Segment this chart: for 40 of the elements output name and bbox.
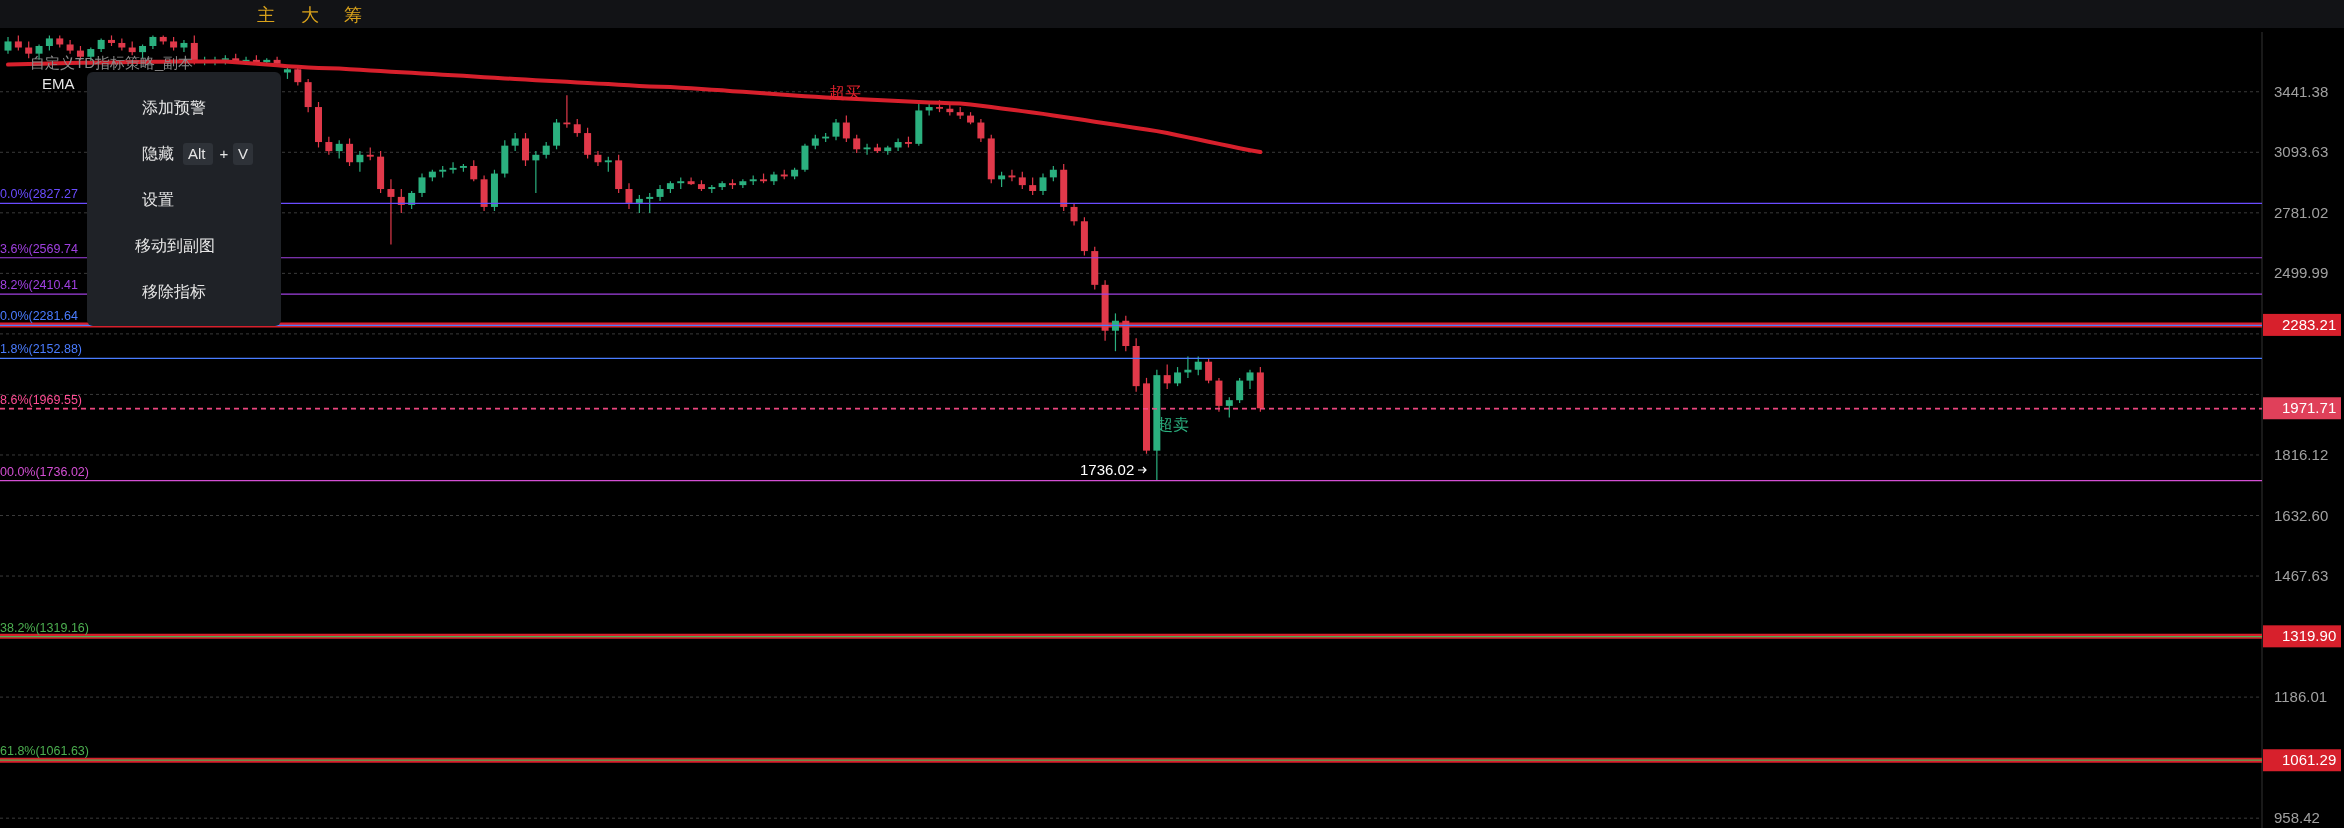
ref-line-label: 3.6%(2569.74 (0, 241, 78, 256)
annotation: V (237, 145, 249, 162)
ref-line-label: 1319.90 (2282, 627, 2337, 645)
annotation: 1736.02 (1080, 461, 1135, 478)
annotation: 移除指标 (142, 283, 206, 300)
price-tag: 1319.90 (2263, 625, 2341, 648)
y-tick-label: 3441.38 (2274, 82, 2329, 100)
ref-line-label: 0.0%(2827.27 (0, 187, 78, 202)
y-tick-label: 2781.02 (2274, 203, 2329, 221)
ref-line-label: 1.8%(2152.88) (0, 342, 83, 357)
y-tick-label: 3093.63 (2274, 143, 2329, 161)
y-tick-label: 1186.01 (2274, 688, 2328, 706)
annotation: 隐藏 (142, 145, 174, 162)
price-tag: 2283.21 (2263, 313, 2341, 336)
annotation: EMA (42, 75, 75, 92)
y-tick-label: 2499.99 (2274, 264, 2329, 282)
ref-line-label: 0.0%(2281.64 (0, 309, 78, 324)
ref-line-label: 1971.71 (2282, 399, 2337, 417)
ref-line-label: 1061.29 (2282, 751, 2337, 769)
ref-line-label: 61.8%(1061.63) (0, 744, 89, 759)
ref-line-label: 38.2%(1319.16) (0, 620, 89, 635)
annotation: + (219, 145, 229, 162)
price-tag: 1971.71 (2263, 397, 2341, 420)
ref-line-label: 8.6%(1969.55) (0, 392, 83, 407)
annotation: 自定义TD指标策略_副本 (30, 54, 194, 71)
ref-line-label: 8.2%(2410.41 (0, 278, 78, 293)
y-tick-label: 1816.12 (2274, 445, 2329, 463)
y-tick-label: 1467.63 (2274, 567, 2329, 585)
y-tick-label: 1632.60 (2274, 506, 2329, 524)
annotation: 移动到副图 (135, 237, 215, 254)
text: 主 (257, 5, 275, 25)
annotation: 添加预警 (142, 99, 206, 116)
y-tick-label: 958.42 (2274, 809, 2320, 827)
ref-line-label: 00.0%(1736.02) (0, 464, 89, 479)
text: 筹 (344, 5, 362, 25)
annotation: Alt (188, 145, 207, 162)
text: 大 (301, 5, 319, 25)
ref-line-label: 2283.21 (2282, 315, 2337, 333)
price-tag: 1061.29 (2263, 749, 2341, 772)
annotation: 设置 (142, 191, 174, 208)
